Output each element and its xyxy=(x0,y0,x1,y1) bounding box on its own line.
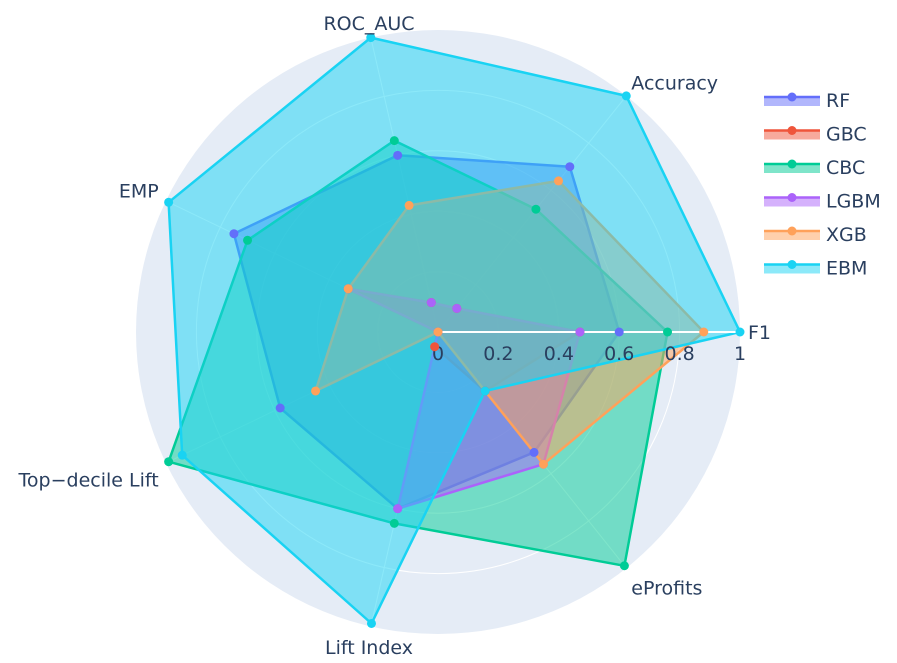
point-cbc-lift-index[interactable] xyxy=(389,518,399,528)
axis-label-roc-auc: ROC_AUC xyxy=(323,13,414,35)
point-cbc-top-decile-lift[interactable] xyxy=(164,457,174,467)
point-xgb-roc-auc[interactable] xyxy=(404,200,414,210)
point-xgb-f1[interactable] xyxy=(699,327,709,337)
point-lgbm-f1[interactable] xyxy=(575,327,585,337)
point-rf-eprofits[interactable] xyxy=(529,447,539,457)
angular-axis-labels: F1 Accuracy ROC_AUC EMP Top−decile Lift Lift … xyxy=(18,13,771,659)
point-cbc-f1[interactable] xyxy=(663,327,673,337)
legend-label: EBM xyxy=(826,258,867,280)
point-rf-top-decile-lift[interactable] xyxy=(275,403,285,413)
legend-label: RF xyxy=(826,90,850,112)
series-area-ebm xyxy=(167,36,742,625)
legend-item-xgb[interactable]: XGB xyxy=(764,224,867,246)
legend-item-gbc[interactable]: GBC xyxy=(764,124,867,146)
legend-label: XGB xyxy=(826,224,867,246)
point-cbc-emp[interactable] xyxy=(243,235,253,245)
legend[interactable]: RF GBC CBC LGBM XGB EBM xyxy=(764,90,881,280)
legend-label: GBC xyxy=(826,124,867,146)
legend-marker xyxy=(787,260,797,269)
legend-label: LGBM xyxy=(826,191,881,213)
point-xgb-eprofits[interactable] xyxy=(538,459,548,469)
point-cbc-accuracy[interactable] xyxy=(531,204,541,214)
radial-tick-label: 0.6 xyxy=(604,343,634,365)
axis-label-accuracy: Accuracy xyxy=(631,73,718,95)
point-ebm-top-decile-lift[interactable] xyxy=(177,450,187,460)
radial-tick-label: 1 xyxy=(734,343,746,365)
point-cbc-eprofits[interactable] xyxy=(619,561,629,571)
axis-label-lift-index: Lift Index xyxy=(325,637,413,659)
point-ebm-roc-auc[interactable] xyxy=(366,33,376,43)
legend-label: CBC xyxy=(826,157,865,179)
radial-tick-label: 0.4 xyxy=(544,343,574,365)
point-ebm-f1[interactable] xyxy=(735,327,745,337)
radial-tick-label: 0.8 xyxy=(664,343,694,365)
point-xgb-emp[interactable] xyxy=(343,284,353,294)
radial-tick-label: 0.2 xyxy=(483,343,513,365)
axis-label-emp: EMP xyxy=(119,181,159,203)
point-xgb-lift-index[interactable] xyxy=(433,327,443,337)
point-xgb-top-decile-lift[interactable] xyxy=(311,386,321,396)
point-rf-accuracy[interactable] xyxy=(565,162,575,172)
legend-item-lgbm[interactable]: LGBM xyxy=(764,191,881,213)
point-rf-roc-auc[interactable] xyxy=(393,150,403,160)
point-ebm-eprofits[interactable] xyxy=(480,386,490,396)
point-ebm-emp[interactable] xyxy=(164,197,174,207)
legend-item-cbc[interactable]: CBC xyxy=(764,157,865,179)
axis-label-top-decile-lift: Top−decile Lift xyxy=(18,470,159,492)
series-points xyxy=(164,33,745,628)
axis-label-eprofits: eProfits xyxy=(631,577,702,599)
point-ebm-accuracy[interactable] xyxy=(621,91,631,101)
legend-marker xyxy=(787,193,797,202)
axis-label-f1: F1 xyxy=(748,322,771,344)
legend-marker xyxy=(787,159,797,169)
legend-marker xyxy=(787,126,797,135)
series-fills xyxy=(167,36,742,625)
legend-marker xyxy=(787,92,797,102)
point-lgbm-accuracy[interactable] xyxy=(452,303,462,313)
point-lgbm-lift-index[interactable] xyxy=(393,504,403,514)
legend-item-rf[interactable]: RF xyxy=(764,90,850,112)
point-rf-emp[interactable] xyxy=(229,229,239,239)
point-cbc-roc-auc[interactable] xyxy=(389,136,399,146)
point-ebm-lift-index[interactable] xyxy=(366,618,376,628)
legend-item-ebm[interactable]: EBM xyxy=(764,258,867,280)
point-gbc-lift-index[interactable] xyxy=(430,342,440,352)
point-xgb-accuracy[interactable] xyxy=(554,176,564,186)
point-lgbm-roc-auc[interactable] xyxy=(426,298,436,308)
point-rf-f1[interactable] xyxy=(614,327,624,337)
radial-axis: 0 0.2 0.4 0.6 0.8 1 xyxy=(432,331,746,365)
legend-marker xyxy=(787,226,797,236)
